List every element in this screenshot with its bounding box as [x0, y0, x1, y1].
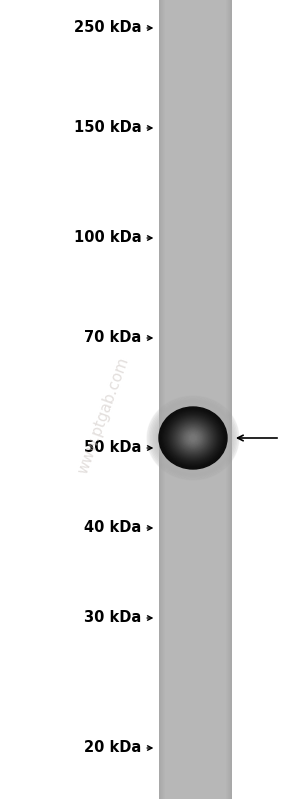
Ellipse shape	[168, 415, 218, 461]
Ellipse shape	[174, 420, 212, 455]
Ellipse shape	[181, 427, 205, 449]
Ellipse shape	[178, 424, 208, 451]
Ellipse shape	[169, 416, 217, 459]
Ellipse shape	[176, 423, 210, 454]
Text: 100 kDa: 100 kDa	[74, 230, 141, 245]
Text: 50 kDa: 50 kDa	[84, 440, 141, 455]
Ellipse shape	[167, 414, 219, 462]
Ellipse shape	[155, 403, 232, 473]
Ellipse shape	[149, 398, 237, 479]
Ellipse shape	[185, 431, 201, 445]
Ellipse shape	[190, 435, 196, 441]
Ellipse shape	[165, 412, 221, 464]
Text: 150 kDa: 150 kDa	[74, 121, 141, 136]
Ellipse shape	[151, 400, 234, 475]
Text: 250 kDa: 250 kDa	[74, 21, 141, 35]
Ellipse shape	[153, 402, 233, 475]
Text: 30 kDa: 30 kDa	[84, 610, 141, 626]
Ellipse shape	[175, 421, 211, 455]
Ellipse shape	[183, 429, 203, 447]
Ellipse shape	[187, 433, 199, 443]
Ellipse shape	[164, 411, 222, 465]
Text: 70 kDa: 70 kDa	[84, 331, 141, 345]
Ellipse shape	[173, 419, 213, 456]
Ellipse shape	[179, 426, 206, 451]
Ellipse shape	[170, 417, 216, 459]
Ellipse shape	[188, 434, 198, 442]
Ellipse shape	[161, 409, 225, 467]
Text: 20 kDa: 20 kDa	[84, 741, 141, 756]
Ellipse shape	[191, 436, 195, 440]
Ellipse shape	[156, 404, 230, 471]
Ellipse shape	[184, 430, 202, 447]
Ellipse shape	[147, 396, 239, 480]
Text: www.ptgab.com: www.ptgab.com	[75, 355, 132, 476]
Ellipse shape	[150, 399, 236, 477]
Ellipse shape	[182, 427, 204, 448]
Ellipse shape	[166, 413, 220, 463]
Ellipse shape	[162, 410, 223, 466]
Ellipse shape	[186, 431, 200, 444]
Text: 40 kDa: 40 kDa	[84, 520, 141, 535]
Ellipse shape	[158, 406, 228, 471]
Ellipse shape	[177, 423, 209, 452]
Ellipse shape	[160, 408, 226, 468]
Ellipse shape	[159, 407, 227, 469]
Ellipse shape	[171, 419, 215, 458]
